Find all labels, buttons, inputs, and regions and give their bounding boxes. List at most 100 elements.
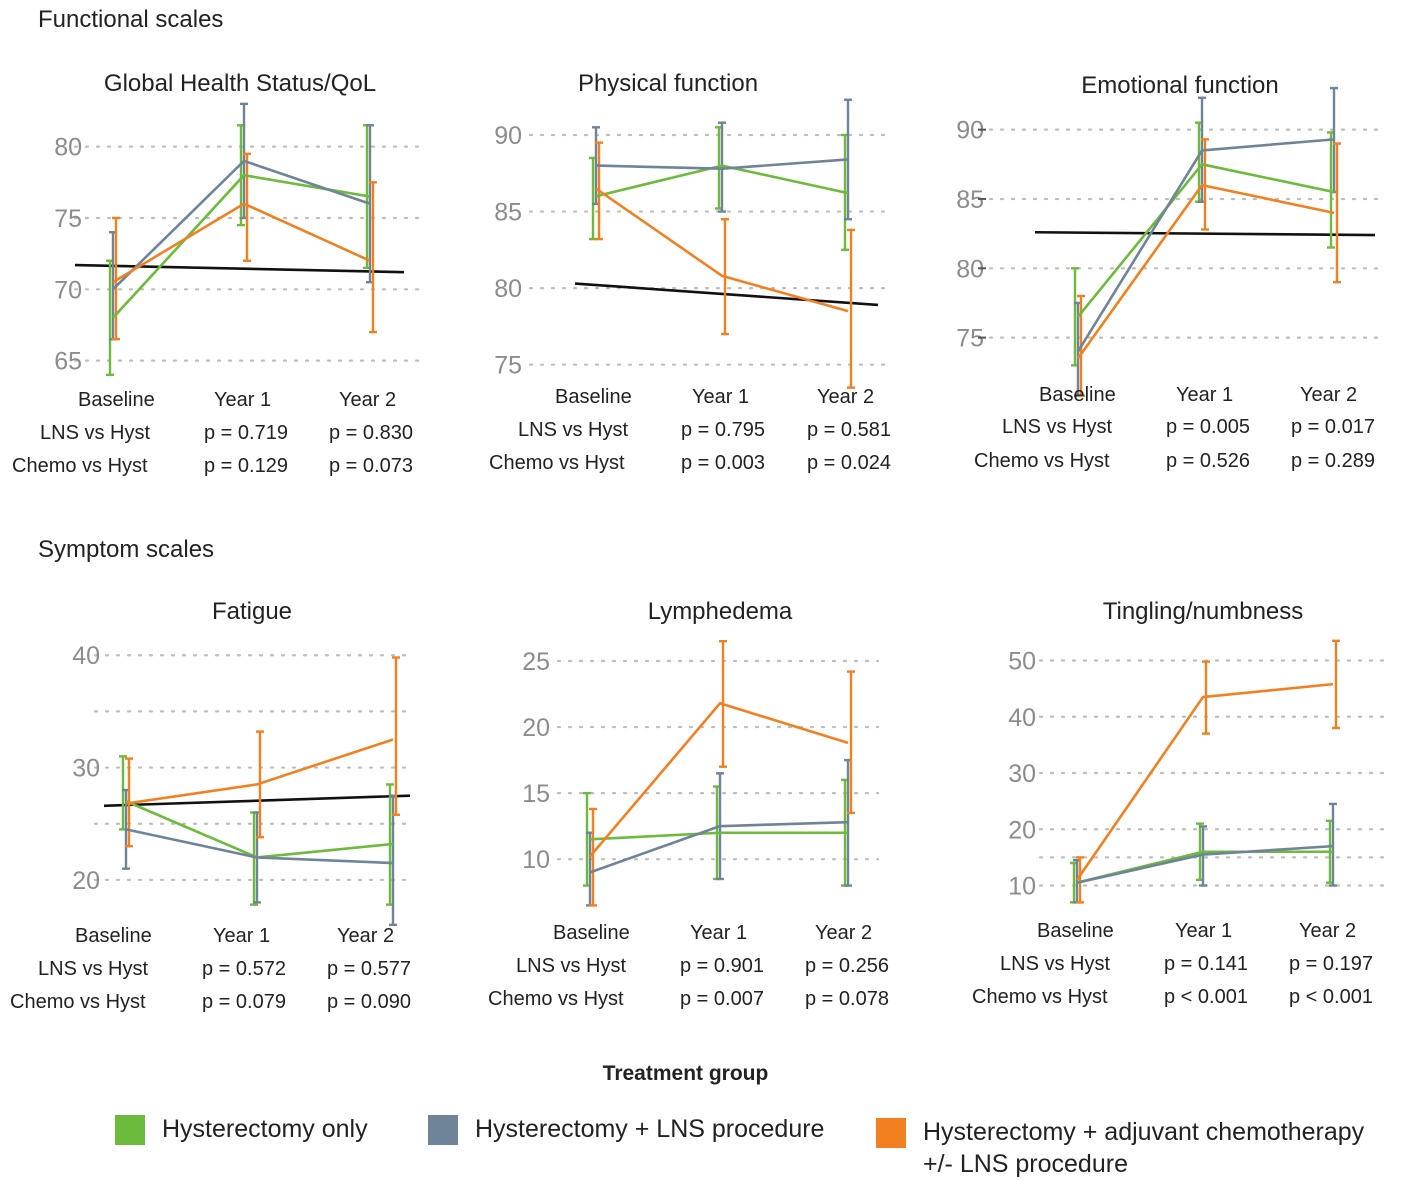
y-tick-label: 20 <box>1008 816 1036 844</box>
series-line <box>589 831 848 841</box>
x-tick-baseline: Baseline <box>75 925 152 947</box>
x-tick-year-2: Year 2 <box>339 389 397 411</box>
y-tick-label: 75 <box>494 352 522 380</box>
pvalue-chemo-year-1: p = 0.007 <box>680 988 764 1010</box>
y-tick-label: 75 <box>54 205 82 233</box>
y-tick-label: 30 <box>72 755 100 783</box>
panel-title-emotional-function: Emotional function <box>1081 72 1279 99</box>
row-label-chemo: Chemo vs Hyst <box>10 991 146 1013</box>
pvalue-lns-year-2: p = 0.197 <box>1289 953 1373 975</box>
pvalue-chemo-year-1: p = 0.003 <box>681 452 765 474</box>
pvalue-lns-year-1: p = 0.901 <box>680 955 764 977</box>
error-bar <box>847 670 855 815</box>
panel-title-fatigue: Fatigue <box>211 598 293 625</box>
error-bar <box>589 807 597 907</box>
y-tick-label: 90 <box>494 122 522 150</box>
pvalue-chemo-year-2: p = 0.289 <box>1291 450 1375 472</box>
pvalue-chemo-year-2: p = 0.078 <box>805 988 889 1010</box>
y-tick-label: 65 <box>54 348 82 376</box>
y-tick-label: 40 <box>72 642 100 670</box>
row-label-lns: LNS vs Hyst <box>518 419 629 441</box>
pvalue-lns-year-2: p = 0.581 <box>807 419 891 441</box>
legend-swatch <box>115 1115 145 1145</box>
x-tick-baseline: Baseline <box>78 389 155 411</box>
error-bar <box>243 152 251 262</box>
row-label-lns: LNS vs Hyst <box>1002 416 1113 438</box>
pvalue-lns-year-1: p = 0.719 <box>204 422 288 444</box>
x-tick-year-1: Year 1 <box>692 386 750 408</box>
pvalue-lns-year-1: p = 0.141 <box>1164 953 1248 975</box>
row-label-lns: LNS vs Hyst <box>38 958 149 980</box>
pvalue-chemo-year-2: p = 0.090 <box>327 991 411 1013</box>
y-tick-label: 20 <box>522 714 550 742</box>
series-line <box>595 158 849 170</box>
x-tick-year-2: Year 2 <box>337 925 395 947</box>
pvalue-lns-year-1: p = 0.795 <box>681 419 765 441</box>
series-line <box>589 701 849 858</box>
legend-swatch <box>428 1115 458 1145</box>
row-label-chemo: Chemo vs Hyst <box>974 450 1110 472</box>
pvalue-chemo-year-2: p < 0.001 <box>1289 986 1373 1008</box>
error-bar <box>112 216 120 341</box>
panel-title-lymphedema: Lymphedema <box>647 598 793 625</box>
x-tick-year-2: Year 2 <box>1299 920 1357 942</box>
x-tick-year-1: Year 1 <box>214 389 272 411</box>
row-label-lns: LNS vs Hyst <box>1000 953 1111 975</box>
pvalue-lns-year-1: p = 0.572 <box>202 958 286 980</box>
panel-title-physical-function: Physical function <box>577 70 759 97</box>
y-tick-label: 70 <box>54 276 82 304</box>
series-line <box>1076 138 1335 353</box>
error-bar <box>1076 856 1084 904</box>
pvalue-chemo-year-2: p = 0.073 <box>329 455 413 477</box>
error-bar <box>392 656 400 816</box>
error-bar <box>1329 802 1337 887</box>
y-tick-label: 80 <box>494 275 522 303</box>
x-tick-year-2: Year 2 <box>815 922 873 944</box>
section-title-functional: Functional scales <box>38 6 224 33</box>
row-label-chemo: Chemo vs Hyst <box>12 455 148 477</box>
row-label-chemo: Chemo vs Hyst <box>488 988 624 1010</box>
row-label-lns: LNS vs Hyst <box>40 422 151 444</box>
series-line <box>595 164 849 198</box>
x-tick-year-1: Year 1 <box>1175 920 1233 942</box>
error-bar <box>1333 142 1341 284</box>
x-tick-baseline: Baseline <box>1037 920 1114 942</box>
pvalue-lns-year-2: p = 0.577 <box>327 958 411 980</box>
section-title-symptom: Symptom scales <box>38 536 215 563</box>
row-label-lns: LNS vs Hyst <box>516 955 627 977</box>
y-tick-label: 50 <box>1008 648 1036 676</box>
reference-trend-line <box>1034 230 1376 237</box>
y-tick-label: 85 <box>494 199 522 227</box>
series-line <box>595 187 849 313</box>
pvalue-lns-year-2: p = 0.256 <box>805 955 889 977</box>
series-line <box>1075 682 1334 881</box>
series-line <box>125 828 394 865</box>
y-tick-label: 30 <box>1008 760 1036 788</box>
x-tick-baseline: Baseline <box>553 922 630 944</box>
pvalue-chemo-year-1: p = 0.526 <box>1166 450 1250 472</box>
panel-title-tingling-numbness: Tingling/numbness <box>1102 598 1304 625</box>
pvalue-lns-year-2: p = 0.830 <box>329 422 413 444</box>
error-bar <box>718 121 726 213</box>
pvalue-chemo-year-1: p = 0.129 <box>204 455 288 477</box>
reference-trend-line <box>574 282 879 307</box>
y-tick-label: 80 <box>54 134 82 162</box>
row-label-chemo: Chemo vs Hyst <box>972 986 1108 1008</box>
pvalue-lns-year-2: p = 0.017 <box>1291 416 1375 438</box>
legend-label: Hysterectomy + adjuvant chemotherapy <box>923 1118 1365 1146</box>
pvalue-chemo-year-1: p = 0.079 <box>202 991 286 1013</box>
y-tick-label: 20 <box>72 867 100 895</box>
pvalue-lns-year-1: p = 0.005 <box>1166 416 1250 438</box>
series-line <box>1076 844 1334 884</box>
series-line <box>112 202 371 284</box>
x-tick-year-1: Year 1 <box>1176 384 1234 406</box>
panel-title-global-health: Global Health Status/QoL <box>103 70 377 97</box>
legend-swatch <box>876 1118 906 1148</box>
legend-label: Hysterectomy + LNS procedure <box>475 1115 825 1143</box>
series-line <box>589 820 849 874</box>
x-tick-year-2: Year 2 <box>1300 384 1358 406</box>
